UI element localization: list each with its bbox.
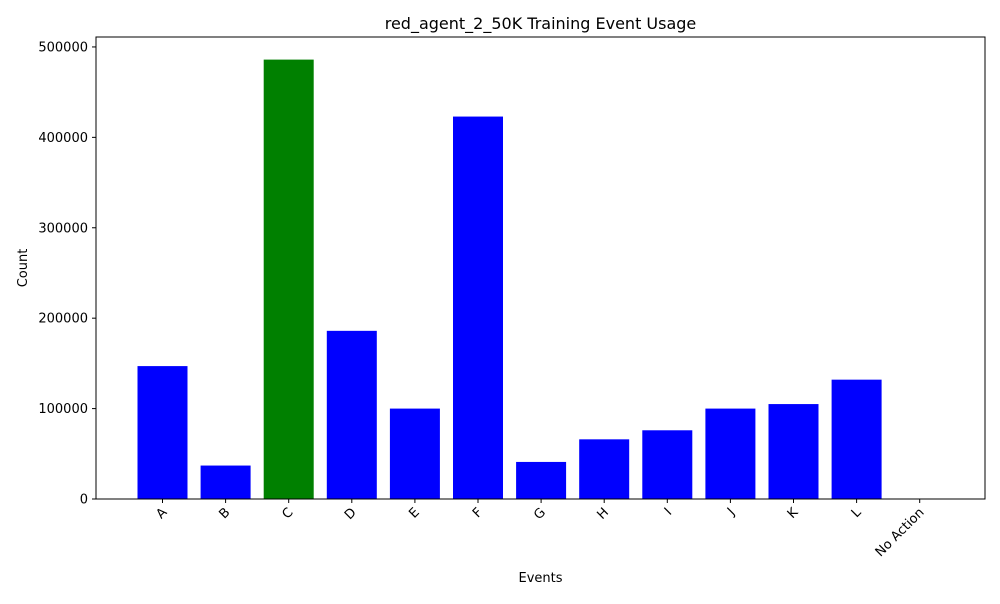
- bars-group: [137, 59, 882, 499]
- y-tick-label: 500000: [38, 40, 88, 55]
- x-tick-label: B: [217, 505, 234, 522]
- chart-title: red_agent_2_50K Training Event Usage: [385, 14, 697, 34]
- x-tick-label: A: [153, 505, 170, 522]
- bar-b: [200, 465, 251, 499]
- bar-k: [768, 404, 819, 499]
- x-axis-label: Events: [518, 571, 562, 586]
- x-tick-label: C: [280, 505, 297, 522]
- bar-j: [705, 408, 756, 499]
- y-tick-label: 0: [80, 493, 88, 508]
- x-tick-label: L: [849, 505, 865, 521]
- x-tick-label: D: [342, 505, 360, 523]
- y-tick-label: 400000: [38, 131, 88, 146]
- bar-l: [831, 379, 882, 499]
- y-tick-label: 200000: [38, 312, 88, 327]
- x-axis-ticks: A B C D E F G H I J K L No Action: [153, 499, 928, 560]
- x-tick-label: K: [785, 505, 802, 522]
- bar-d: [326, 330, 377, 499]
- x-tick-label: No Action: [873, 505, 928, 560]
- bar-i: [642, 430, 693, 499]
- y-tick-label: 100000: [38, 402, 88, 417]
- bar-g: [516, 461, 567, 499]
- bar-a: [137, 366, 188, 499]
- y-axis-label: Count: [16, 249, 31, 288]
- bar-c: [263, 59, 314, 499]
- x-tick-label: E: [406, 505, 422, 521]
- bar-h: [579, 439, 630, 499]
- x-tick-label: G: [531, 505, 549, 523]
- x-tick-label: H: [595, 505, 613, 523]
- bar-e: [389, 408, 440, 499]
- bar-f: [453, 116, 503, 499]
- x-tick-label: I: [662, 505, 675, 518]
- y-tick-label: 300000: [38, 221, 88, 236]
- plot-frame: [95, 36, 986, 500]
- x-tick-label: J: [724, 505, 738, 519]
- x-tick-label: F: [470, 505, 486, 521]
- y-axis-ticks: 0 100000 200000 300000 400000 500000: [38, 40, 96, 508]
